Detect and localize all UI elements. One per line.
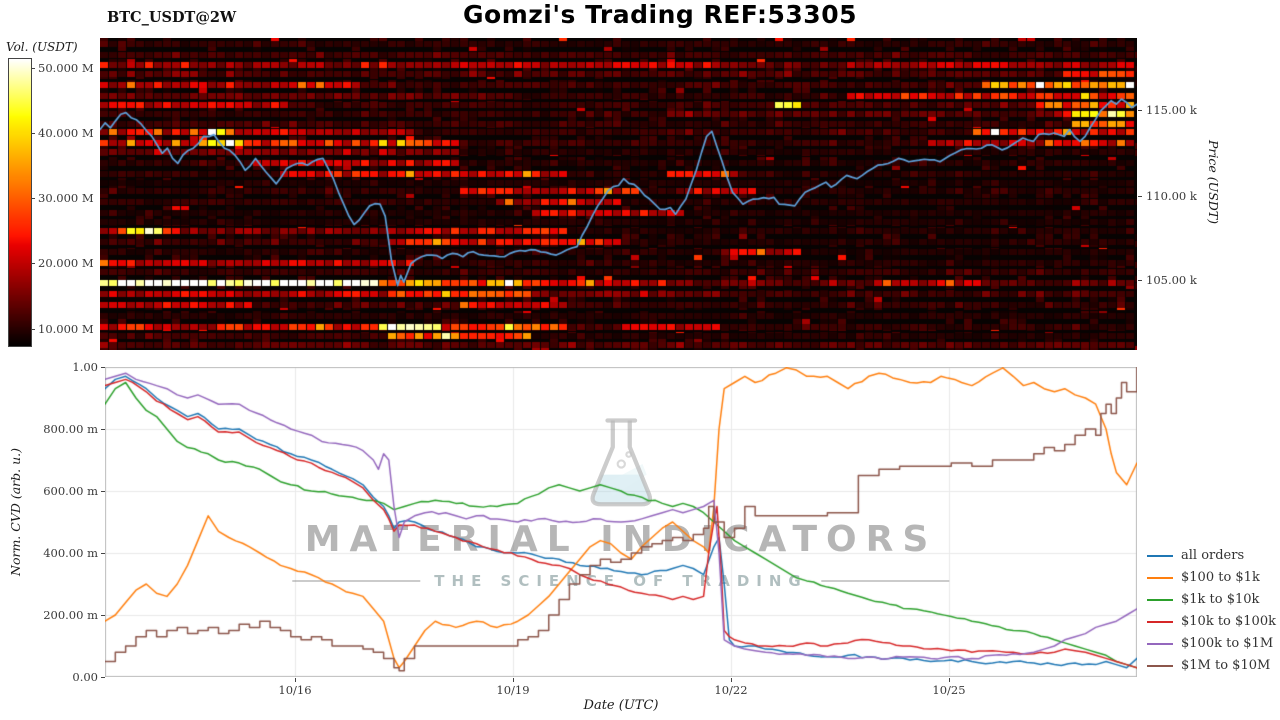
cvd-y-tick-label: 800.00 m: [43, 422, 98, 436]
legend-label: $100 to $1k: [1181, 570, 1260, 585]
cvd-x-tick-mark: [731, 678, 732, 682]
legend-item-10k-to-100k[interactable]: $10k to $100k: [1147, 614, 1276, 629]
page-title: Gomzi's Trading REF:53305: [463, 0, 857, 29]
colorbar-tick-mark: [31, 329, 35, 330]
cvd-x-tick-label: 10/19: [496, 683, 530, 697]
legend: all orders $100 to $1k $1k to $10k $10k to …: [1147, 548, 1276, 673]
colorbar-axis-label: Vol. (USDT): [6, 40, 78, 54]
liquidity-heatmap-canvas[interactable]: [100, 38, 1137, 350]
legend-item-1k-to-10k[interactable]: $1k to $10k: [1147, 592, 1276, 607]
price-tick-mark: [1138, 280, 1142, 281]
cvd-y-tick-mark: [101, 367, 105, 368]
legend-item-1m-to-10m[interactable]: $1M to $10M: [1147, 658, 1276, 673]
price-tick-label: 110.00 k: [1146, 189, 1197, 203]
legend-label: $1M to $10M: [1181, 658, 1271, 673]
colorbar-tick-label: 10.000 M: [38, 322, 94, 336]
cvd-x-tick-label: 10/25: [932, 683, 966, 697]
legend-swatch: [1147, 598, 1173, 601]
legend-item-100-to-1k[interactable]: $100 to $1k: [1147, 570, 1276, 585]
cvd-y-tick-mark: [101, 615, 105, 616]
x-axis-label: Date (UTC): [583, 698, 659, 713]
price-axis-label: Price (USDT): [1206, 140, 1221, 224]
legend-label: $10k to $100k: [1181, 614, 1276, 629]
cvd-y-tick-mark: [101, 491, 105, 492]
legend-label: all orders: [1181, 548, 1245, 563]
cvd-y-tick-mark: [101, 429, 105, 430]
colorbar-tick-mark: [31, 263, 35, 264]
legend-label: $1k to $10k: [1181, 592, 1260, 607]
cvd-x-tick-mark: [295, 678, 296, 682]
colorbar-tick-label: 50.000 M: [38, 61, 94, 75]
colorbar-tick-mark: [31, 198, 35, 199]
cvd-y-tick-label: 1.00: [72, 360, 98, 374]
price-tick-mark: [1138, 110, 1142, 111]
colorbar-tick-mark: [31, 133, 35, 134]
legend-label: $100k to $1M: [1181, 636, 1274, 651]
colorbar-tick-mark: [31, 68, 35, 69]
colorbar-tick-label: 30.000 M: [38, 191, 94, 205]
cvd-y-tick-mark: [101, 677, 105, 678]
legend-item-100k-to-1m[interactable]: $100k to $1M: [1147, 636, 1276, 651]
cvd-y-tick-label: 200.00 m: [43, 608, 98, 622]
cvd-chart-canvas[interactable]: [105, 367, 1137, 677]
cvd-x-tick-label: 10/22: [714, 683, 748, 697]
cvd-y-tick-label: 600.00 m: [43, 484, 98, 498]
legend-swatch: [1147, 620, 1173, 623]
cvd-y-tick-mark: [101, 553, 105, 554]
cvd-x-tick-mark: [513, 678, 514, 682]
legend-swatch: [1147, 642, 1173, 645]
cvd-y-axis-label: Norm. CVD (arb. u.): [8, 448, 23, 576]
price-tick-mark: [1138, 196, 1142, 197]
colorbar-tick-label: 40.000 M: [38, 126, 94, 140]
legend-swatch: [1147, 576, 1173, 579]
cvd-x-tick-label: 10/16: [278, 683, 312, 697]
symbol-label: BTC_USDT@2W: [107, 9, 237, 26]
price-tick-label: 115.00 k: [1146, 103, 1197, 117]
cvd-y-tick-label: 400.00 m: [43, 546, 98, 560]
legend-swatch: [1147, 664, 1173, 667]
cvd-y-tick-label: 0.00: [72, 670, 98, 684]
colorbar-tick-label: 20.000 M: [38, 256, 94, 270]
legend-swatch: [1147, 554, 1173, 557]
legend-item-all-orders[interactable]: all orders: [1147, 548, 1276, 563]
volume-colorbar: [8, 58, 32, 347]
cvd-x-tick-mark: [949, 678, 950, 682]
price-tick-label: 105.00 k: [1146, 273, 1197, 287]
